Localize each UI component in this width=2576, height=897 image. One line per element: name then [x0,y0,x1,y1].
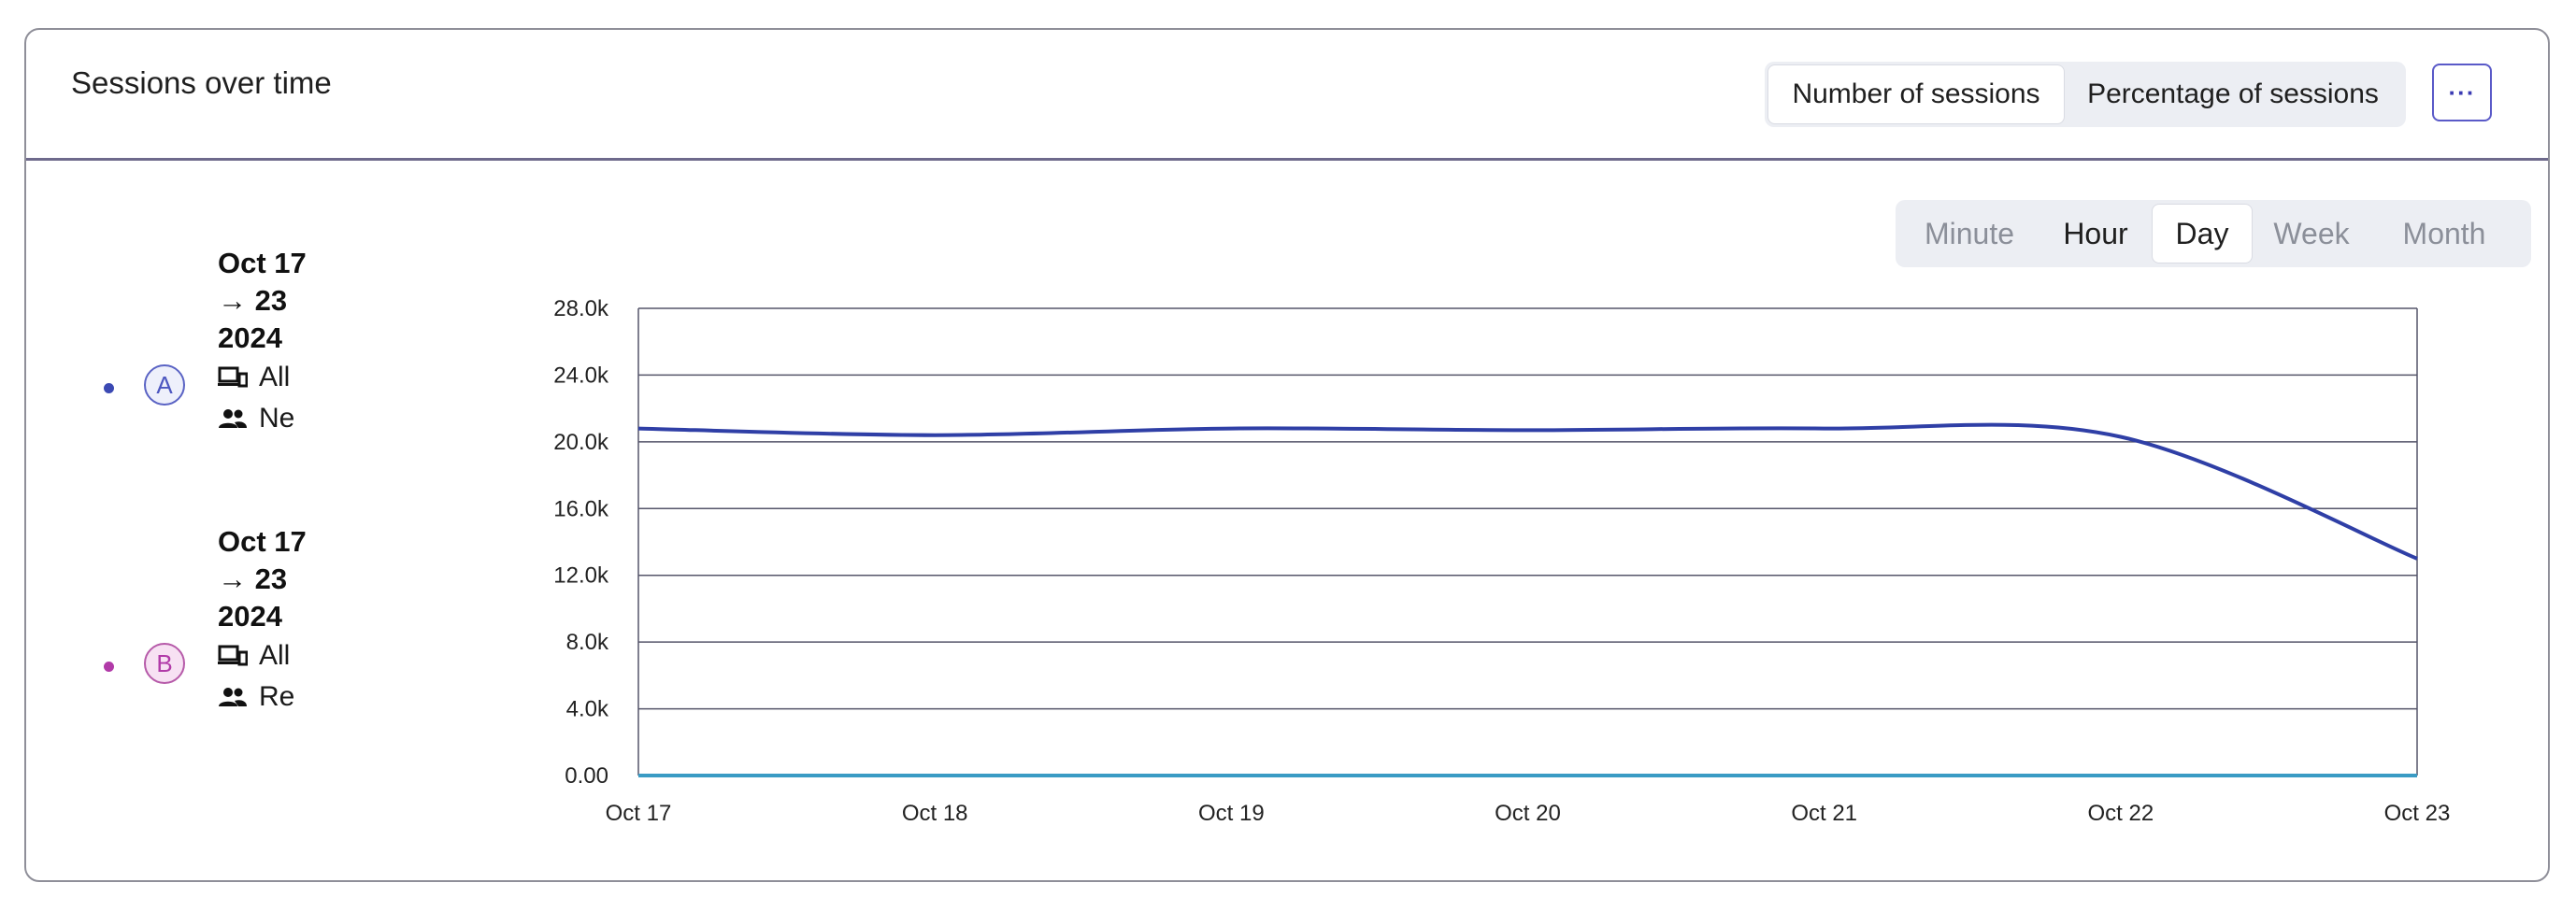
granularity-selector: Minute Hour Day Week Month [1896,200,2531,267]
sessions-card: Sessions over time Number of sessions Pe… [24,28,2550,882]
number-of-sessions-button[interactable]: Number of sessions [1768,65,2064,123]
comparison-badge-a: A [144,364,185,406]
x-tick-label: Oct 21 [1791,801,1857,826]
date-range-label: Oct 17 → 23 2024 [218,247,307,354]
ellipsis-icon: ··· [2448,78,2476,107]
y-tick-label: 12.0k [553,563,609,589]
x-tick-label: Oct 23 [2384,801,2451,826]
device-filter: All [218,635,317,676]
user-filter-label: Re [259,681,295,712]
y-tick-label: 24.0k [553,363,609,388]
x-tick-label: Oct 20 [1495,801,1561,826]
y-tick-label: 28.0k [553,296,609,321]
percentage-of-sessions-button[interactable]: Percentage of sessions [2087,78,2379,109]
y-tick-label: 0.00 [565,763,608,789]
legend-details: Oct 17 → 23 2024 All Re [218,523,317,718]
series-color-dot [104,662,114,672]
device-filter: All [218,357,317,398]
users-icon [219,409,247,428]
granularity-day[interactable]: Day [2153,205,2252,263]
granularity-minute[interactable]: Minute [1924,216,2015,250]
granularity-month[interactable]: Month [2402,216,2486,250]
y-tick-label: 20.0k [553,430,609,455]
card-title: Sessions over time [71,65,332,100]
user-filter: Ne [218,398,317,439]
series-line [637,422,2418,561]
x-tick-label: Oct 18 [902,801,968,826]
x-tick-label: Oct 22 [2087,801,2154,826]
legend-details: Oct 17 → 23 2024 All Ne [218,245,317,439]
more-options-button[interactable]: ··· [2432,64,2492,121]
comparison-badge-b: B [144,643,185,684]
devices-icon [218,645,248,666]
x-tick-label: Oct 17 [606,801,672,826]
x-tick-label: Oct 19 [1198,801,1265,826]
y-tick-label: 8.0k [566,630,609,655]
y-tick-label: 4.0k [566,697,609,722]
device-filter-label: All [259,640,291,671]
users-icon [219,688,247,706]
user-filter-label: Ne [259,403,295,434]
device-filter-label: All [259,362,291,392]
series-color-dot [104,383,114,393]
metric-toggle: Number of sessions Percentage of session… [1765,62,2406,127]
card-header: Sessions over time Number of sessions Pe… [26,30,2548,161]
user-filter: Re [218,676,317,718]
sessions-line-chart: 0.00 4.0k 8.0k 12.0k 16.0k 20.0k 24.0k 28.0k Oct… [553,296,2451,826]
y-tick-label: 16.0k [553,496,609,521]
granularity-week[interactable]: Week [2273,216,2350,250]
date-range-label: Oct 17 → 23 2024 [218,525,307,633]
devices-icon [218,366,248,388]
granularity-hour[interactable]: Hour [2063,216,2128,250]
